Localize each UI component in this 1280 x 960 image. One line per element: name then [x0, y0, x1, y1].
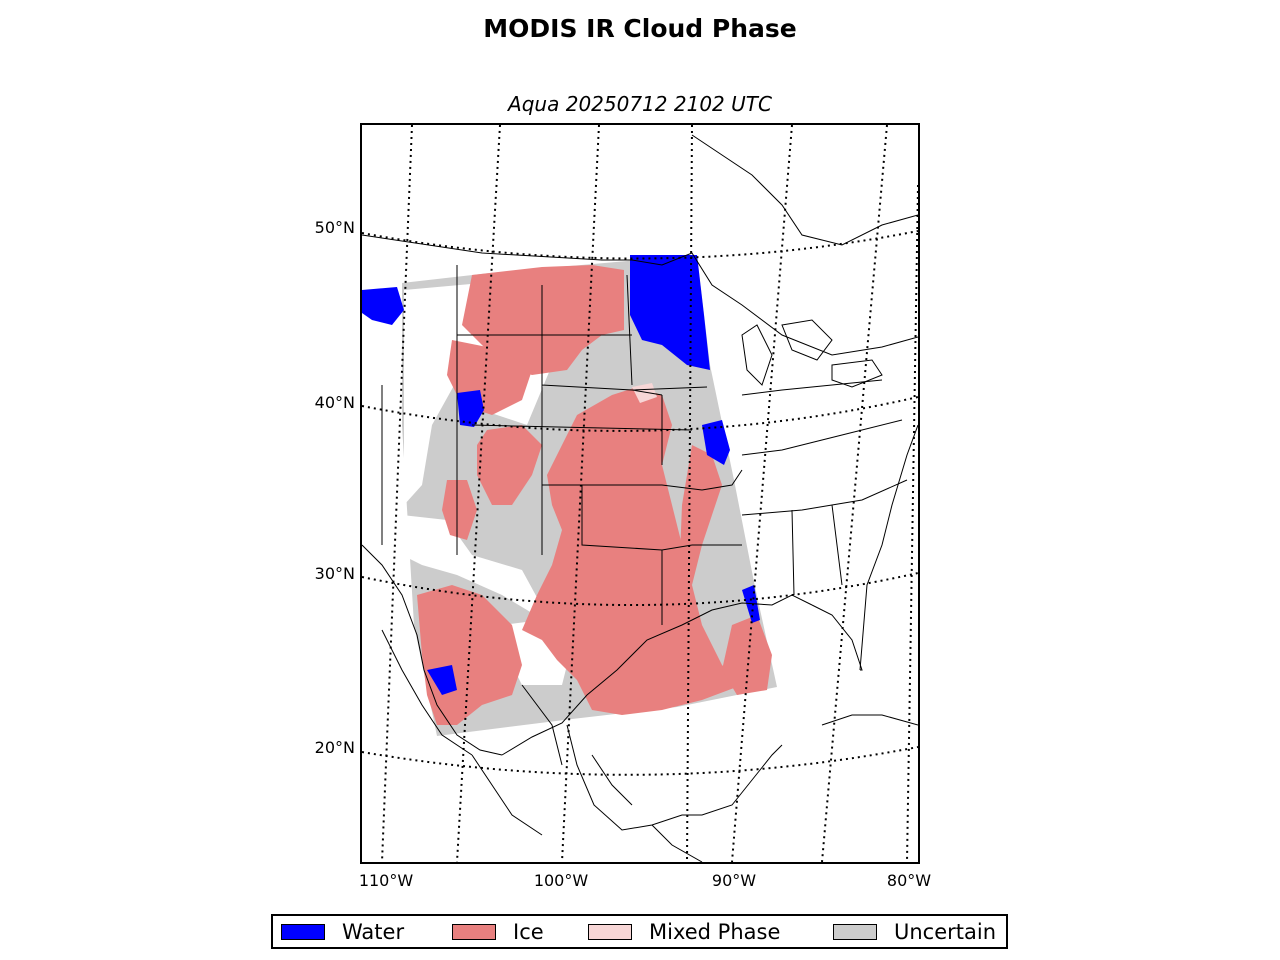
us-states-east	[741, 379, 908, 596]
latitude-line-30N	[362, 572, 918, 606]
lon-label-100w: 100°W	[533, 871, 589, 890]
clear-sky-region	[402, 515, 552, 625]
great-lakes	[741, 319, 883, 388]
lat-label-20n: 20°N	[314, 738, 355, 757]
latitude-line-50N	[362, 230, 918, 260]
cuba	[821, 714, 918, 726]
legend-swatch-ice	[452, 923, 496, 940]
mexico-gulf-coast	[566, 724, 783, 831]
map-canvas	[362, 125, 918, 862]
us-canada-border	[362, 234, 918, 356]
baja-california	[381, 629, 473, 756]
lat-label-30n: 30°N	[314, 564, 355, 583]
ice-cloud-region	[522, 387, 742, 715]
ice-cloud-region	[722, 615, 772, 695]
map-panel	[360, 123, 920, 864]
mexico-states	[471, 684, 703, 862]
hudson-bay-shore	[691, 134, 918, 246]
ice-cloud-region	[442, 480, 477, 540]
legend-item-water: Water	[281, 916, 404, 947]
ice-cloud-region	[477, 425, 542, 505]
lon-label-90w: 90°W	[711, 871, 757, 890]
ice-cloud-region	[462, 265, 624, 375]
water-cloud-region	[362, 287, 404, 325]
lat-label-50n: 50°N	[314, 218, 355, 237]
legend-label-ice: Ice	[513, 919, 544, 944]
us-states-south	[381, 385, 743, 625]
latitude-line-20N	[362, 746, 918, 776]
legend-swatch-uncertain	[833, 923, 877, 940]
east-coast	[859, 424, 918, 671]
legend-swatch-water	[281, 923, 325, 940]
us-states-north	[456, 265, 708, 465]
water-cloud-region	[427, 665, 457, 695]
figure-title: MODIS IR Cloud Phase	[483, 14, 797, 43]
legend-item-uncertain: Uncertain	[833, 916, 996, 947]
longitude-line-80W	[906, 184, 918, 862]
water-cloud-region	[702, 420, 730, 465]
graticule	[362, 125, 918, 862]
mixed-phase-region	[632, 383, 657, 403]
lon-label-110w: 110°W	[358, 871, 414, 890]
gulf-coast	[501, 594, 813, 756]
water-cloud-region	[457, 390, 484, 427]
legend: Water Ice Mixed Phase Uncertain	[271, 914, 1008, 949]
latitude-line-40N	[362, 396, 918, 432]
legend-item-mixed-phase: Mixed Phase	[588, 916, 780, 947]
legend-label-mixed-phase: Mixed Phase	[649, 919, 781, 944]
figure-subtitle: Aqua 20250712 2102 UTC	[508, 92, 772, 116]
legend-label-uncertain: Uncertain	[894, 919, 997, 944]
legend-swatch-mixed-phase	[588, 923, 632, 940]
west-coast	[362, 544, 503, 756]
florida-peninsula	[811, 604, 863, 671]
legend-item-ice: Ice	[452, 916, 544, 947]
legend-label-water: Water	[342, 919, 405, 944]
longitude-line-90W	[731, 125, 793, 862]
lon-label-80w: 80°W	[886, 871, 932, 890]
coastlines-borders	[362, 134, 918, 862]
lat-label-40n: 40°N	[314, 393, 355, 412]
